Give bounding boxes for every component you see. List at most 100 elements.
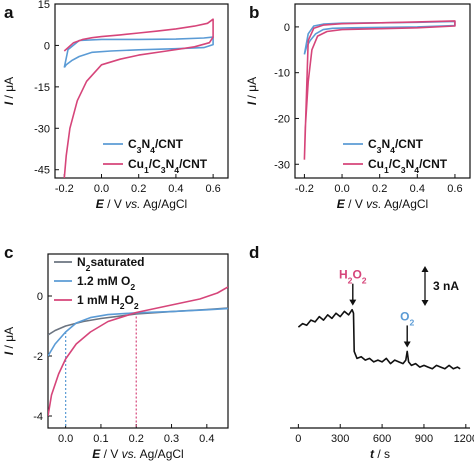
formula-part: C [368, 137, 377, 151]
y-axis-symbol: I [245, 101, 259, 105]
y-axis-unit: / μA [2, 77, 16, 102]
formula-part: 3 [377, 145, 382, 155]
formula-part: /CNT [395, 137, 424, 151]
formula-part: 1 [384, 165, 389, 175]
x-axis-ref: Ag/AgCl [137, 447, 184, 461]
x-axis-unit: / V [100, 447, 121, 461]
x-axis-label: t / s [370, 447, 390, 461]
x-axis-symbol: E [92, 447, 101, 461]
formula-part: O [400, 309, 409, 323]
text-part: mM [87, 293, 108, 307]
x-tick-label: 300 [331, 433, 349, 445]
y-axis-symbol: I [2, 101, 16, 105]
y-axis-symbol: I [2, 351, 16, 355]
text-part: 1.2 [77, 274, 94, 288]
formula-part: 2 [134, 301, 139, 311]
plot-frame [294, 3, 471, 179]
formula-part: 2 [409, 317, 414, 327]
formula-part: N [406, 157, 415, 171]
y-axis-label: I / μA [245, 77, 259, 105]
annotation-label: O2 [400, 309, 414, 327]
formula-part: saturated [90, 255, 144, 269]
formula-part: N [166, 157, 175, 171]
formula-part: Cu [128, 157, 144, 171]
formula-part: /C [149, 157, 161, 171]
y-tick-label: -2 [33, 351, 43, 363]
series-line [48, 307, 228, 357]
x-axis-ref: Ag/AgCl [141, 197, 188, 211]
x-tick-label: -0.2 [55, 183, 74, 195]
formula-part: 4 [390, 145, 395, 155]
x-tick-label: 0.6 [205, 183, 220, 195]
formula-part: 3 [137, 145, 142, 155]
y-tick-label: 15 [38, 0, 50, 11]
panel-letter: b [249, 3, 259, 22]
formula-part: C [128, 137, 137, 151]
x-tick-label: 900 [415, 433, 433, 445]
formula-part: O [121, 274, 130, 288]
x-axis-vs: vs. [122, 447, 137, 461]
y-tick-label: -4 [33, 411, 43, 423]
formula-part: H [339, 268, 348, 282]
x-axis-ref: Ag/AgCl [382, 197, 429, 211]
x-axis-vs: vs. [366, 197, 381, 211]
x-tick-label: 0.4 [168, 183, 183, 195]
x-axis-unit: / s [374, 447, 390, 461]
x-axis-symbol: E [96, 197, 105, 211]
x-tick-label: 0.4 [410, 183, 425, 195]
panel-a: a -0.2 0.0 0.2 0.4 0.6 15 0 -15 -30 -45 E / V vs. A… [2, 0, 229, 211]
legend-label: Cu1/C3N4/CNT [128, 157, 208, 175]
plot-frame [54, 3, 229, 179]
formula-part: Cu [368, 157, 384, 171]
x-tick-label: 0.4 [199, 433, 214, 445]
annotation-label: H2O2 [339, 268, 367, 286]
formula-part: O [125, 293, 134, 307]
formula-part: /CNT [179, 157, 208, 171]
legend-label: 1.2 mM O2 [77, 274, 135, 292]
x-tick-label: 0.3 [164, 433, 179, 445]
x-tick-label: 600 [373, 433, 391, 445]
x-axis-label: E / V vs. Ag/AgCl [96, 197, 187, 211]
annotation-arrow-head [349, 299, 357, 306]
legend-label: Cu1/C3N4/CNT [368, 157, 448, 175]
x-axis-unit: / V [345, 197, 366, 211]
y-tick-label: -30 [34, 123, 50, 135]
x-tick-label: 0.2 [131, 183, 146, 195]
y-tick-label: -45 [34, 165, 50, 177]
formula-part: 3 [161, 165, 166, 175]
panel-letter: c [4, 243, 13, 262]
y-tick-label: 0 [44, 40, 50, 52]
formula-part: 2 [348, 276, 353, 286]
scale-bar-arrow-up [421, 266, 429, 272]
formula-part: H [111, 293, 120, 307]
x-axis-label: E / V vs. Ag/AgCl [92, 447, 183, 461]
formula-part: N [381, 137, 390, 151]
text-part: mM [97, 274, 118, 288]
formula-part: N [77, 255, 86, 269]
x-tick-label: 0.1 [93, 433, 108, 445]
formula-part: 2 [362, 276, 367, 286]
x-axis-symbol: E [337, 197, 346, 211]
formula-part: /C [389, 157, 401, 171]
formula-part: 2 [120, 301, 125, 311]
formula-part: 2 [130, 282, 135, 292]
panel-c: c 0.0 0.1 0.2 0.3 0.4 0 -2 -4 E / V vs. Ag/AgCl I … [2, 243, 229, 461]
x-axis-vs: vs. [125, 197, 140, 211]
x-tick-label: 1200 [454, 433, 474, 445]
formula-part: 4 [150, 145, 155, 155]
x-tick-label: -0.2 [295, 183, 314, 195]
x-axis-unit: / V [104, 197, 125, 211]
legend-label: C3N4/CNT [368, 137, 424, 155]
y-axis-label: I / μA [2, 77, 16, 105]
y-tick-label: -15 [34, 82, 50, 94]
y-axis-unit: / μA [245, 77, 259, 102]
legend-label: N2saturated [77, 255, 145, 273]
text-part: 1 [77, 293, 84, 307]
formula-part: 4 [414, 165, 419, 175]
series-line [63, 36, 214, 68]
y-axis-label: I / μA [2, 327, 16, 355]
x-tick-label: 0.2 [372, 183, 387, 195]
series-line [297, 308, 461, 370]
legend-label: 1 mM H2O2 [77, 293, 139, 311]
